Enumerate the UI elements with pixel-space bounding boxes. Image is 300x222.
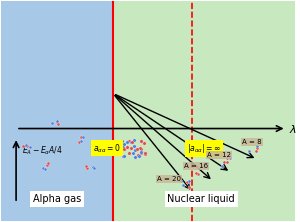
Text: A = 16: A = 16	[184, 163, 208, 169]
FancyBboxPatch shape	[113, 1, 295, 221]
Text: A = 20: A = 20	[157, 176, 181, 182]
Text: Alpha gas: Alpha gas	[33, 194, 81, 204]
Text: $|a_{\alpha\alpha}| = \infty$: $|a_{\alpha\alpha}| = \infty$	[187, 142, 221, 155]
Text: Nuclear liquid: Nuclear liquid	[167, 194, 235, 204]
Text: A = 12: A = 12	[207, 152, 231, 158]
Text: A = 8: A = 8	[242, 139, 262, 145]
Text: $\lambda$: $\lambda$	[290, 123, 297, 135]
FancyBboxPatch shape	[2, 1, 113, 221]
Text: $a_{\alpha\alpha} = 0$: $a_{\alpha\alpha} = 0$	[93, 142, 121, 155]
Text: $E_A - E_\alpha A/4$: $E_A - E_\alpha A/4$	[22, 144, 63, 157]
